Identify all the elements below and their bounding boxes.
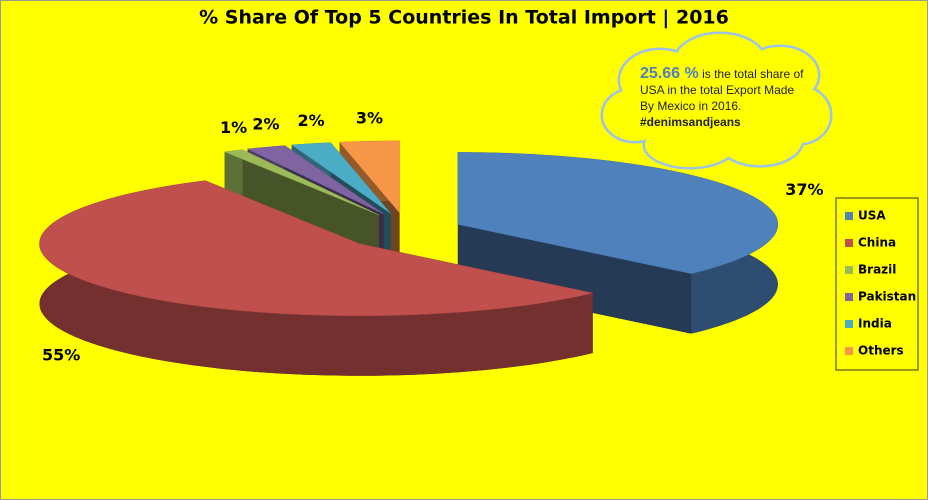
slice-top bbox=[39, 180, 593, 317]
legend-label: Others bbox=[858, 344, 904, 358]
legend-swatch bbox=[845, 212, 853, 220]
legend-swatch bbox=[845, 266, 853, 274]
chart-title: % Share Of Top 5 Countries In Total Impo… bbox=[199, 7, 729, 29]
cloud bbox=[600, 31, 833, 170]
slice-top bbox=[291, 142, 391, 214]
annotation-highlight: 25.66 % bbox=[640, 65, 699, 82]
data-label: 1% bbox=[220, 118, 247, 137]
data-label: 37% bbox=[785, 180, 823, 199]
data-label: 2% bbox=[252, 115, 279, 134]
legend-label: USA bbox=[858, 209, 886, 223]
data-label: 55% bbox=[42, 345, 80, 364]
annotation: 25.66 % is the total share of USA in the… bbox=[640, 66, 810, 130]
slice-top bbox=[339, 140, 400, 214]
legend-box bbox=[835, 197, 919, 371]
data-label: 2% bbox=[298, 111, 325, 130]
legend-label: Brazil bbox=[858, 263, 896, 277]
annotation-text: is the total share of USA in the total E… bbox=[640, 67, 804, 113]
slice-top bbox=[457, 152, 779, 274]
legend-label: Pakistan bbox=[858, 290, 916, 304]
legend-label: India bbox=[858, 317, 892, 331]
slice-top bbox=[246, 145, 384, 215]
annotation-tag: #denimsandjeans bbox=[640, 115, 741, 129]
slice-wall bbox=[457, 224, 692, 334]
slice-top bbox=[223, 149, 379, 216]
legend-swatch bbox=[845, 239, 853, 247]
legend-label: China bbox=[858, 236, 896, 250]
slice bbox=[457, 152, 779, 334]
legend-swatch bbox=[845, 320, 853, 328]
data-label: 3% bbox=[356, 109, 383, 128]
slice bbox=[39, 180, 593, 376]
legend-swatch bbox=[845, 347, 853, 355]
legend-swatch bbox=[845, 293, 853, 301]
